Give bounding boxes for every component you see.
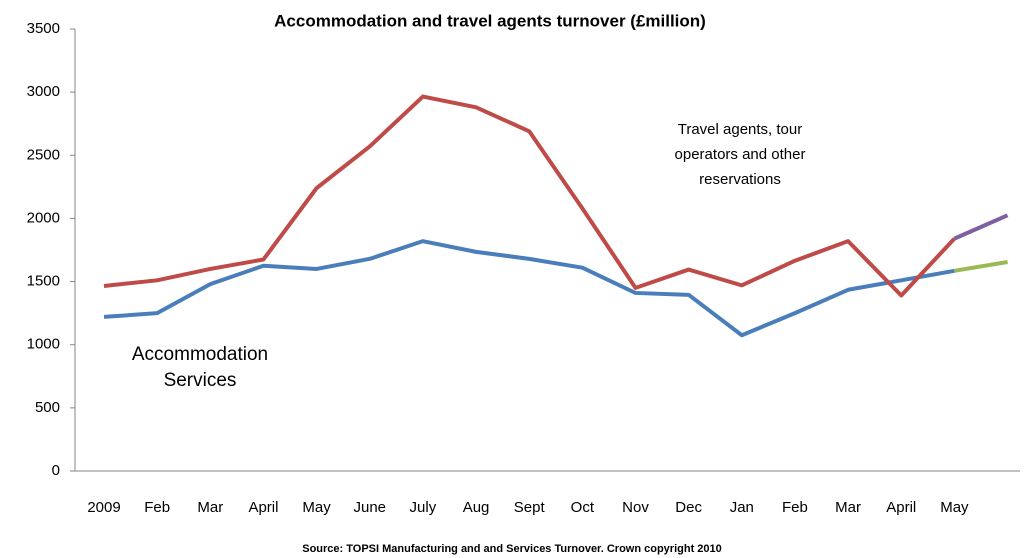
y-tick-label: 1000 xyxy=(27,336,60,353)
annotation: operators and other xyxy=(675,146,806,163)
x-tick-label: April xyxy=(248,499,278,516)
x-tick-label: June xyxy=(353,499,386,516)
x-tick-label: Feb xyxy=(144,499,170,516)
x-tick-label: May xyxy=(302,499,331,516)
x-tick-label: Oct xyxy=(571,499,595,516)
series-line xyxy=(954,260,1008,273)
y-tick-label: 0 xyxy=(52,462,60,479)
series-line xyxy=(103,239,955,338)
annotation: reservations xyxy=(699,171,781,188)
annotation: Services xyxy=(164,370,237,391)
source-note: Source: TOPSI Manufacturing and and Serv… xyxy=(302,543,722,555)
x-tick-label: May xyxy=(940,499,969,516)
chart-title: Accommodation and travel agents turnover… xyxy=(274,11,706,30)
y-tick-label: 500 xyxy=(35,399,60,416)
x-tick-label: Dec xyxy=(675,499,702,516)
x-tick-label: 2009 xyxy=(87,499,120,516)
x-tick-label: Nov xyxy=(622,499,649,516)
x-tick-label: Aug xyxy=(463,499,490,516)
annotation: Travel agents, tour xyxy=(678,121,803,138)
series-line xyxy=(953,213,1009,241)
x-tick-label: Sept xyxy=(514,499,546,516)
x-tick-label: April xyxy=(886,499,916,516)
x-tick-label: July xyxy=(410,499,437,516)
x-tick-label: Feb xyxy=(782,499,808,516)
series-line xyxy=(103,94,956,298)
y-tick-label: 3000 xyxy=(27,83,60,100)
y-tick-label: 1500 xyxy=(27,273,60,290)
y-tick-label: 2500 xyxy=(27,146,60,163)
x-tick-label: Jan xyxy=(730,499,754,516)
x-tick-label: Mar xyxy=(197,499,223,516)
y-tick-label: 3500 xyxy=(27,20,60,37)
y-tick-label: 2000 xyxy=(27,209,60,226)
x-tick-label: Mar xyxy=(835,499,861,516)
annotation: Accommodation xyxy=(132,344,268,365)
